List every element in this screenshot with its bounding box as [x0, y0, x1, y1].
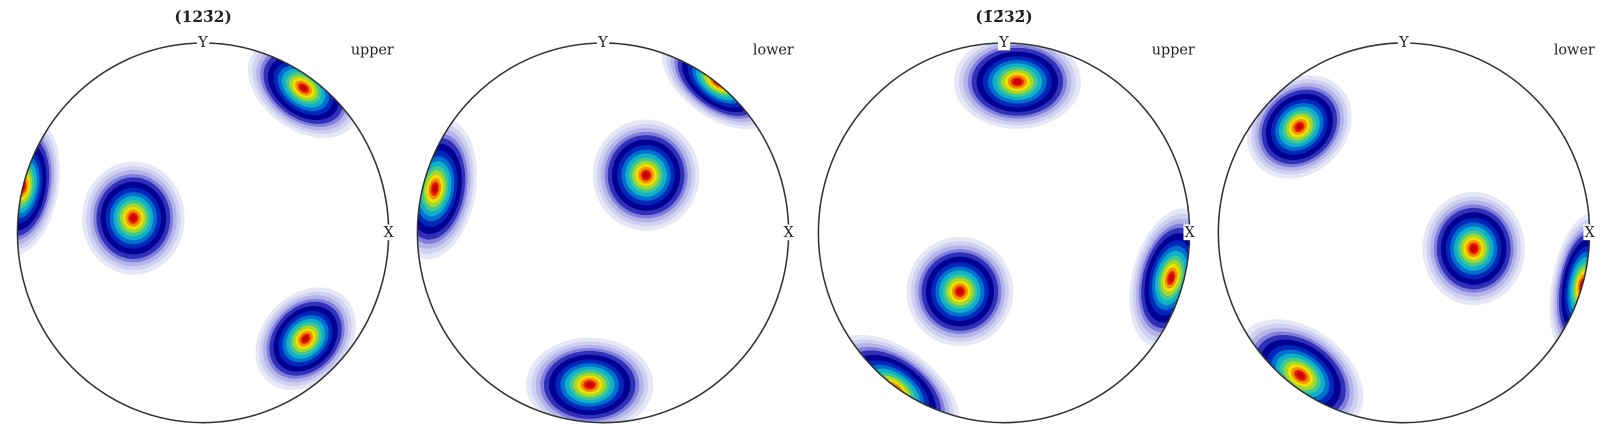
x-axis-label: X — [784, 225, 795, 241]
density-map — [417, 43, 774, 423]
density-spot — [953, 43, 1081, 129]
y-axis-label: Y — [597, 35, 608, 51]
panel-title: (123̄2) — [174, 7, 231, 26]
density-spot — [247, 43, 360, 138]
density-spot — [255, 287, 356, 391]
x-axis-label: X — [1584, 225, 1595, 241]
hemisphere-label: upper — [351, 42, 394, 58]
density-spot — [1246, 75, 1352, 179]
density-map — [1237, 75, 1590, 423]
y-axis-label: Y — [998, 35, 1009, 51]
density-spot — [17, 118, 60, 256]
label-bg — [1583, 224, 1596, 241]
label-bg — [997, 34, 1011, 51]
label-bg — [1397, 34, 1411, 51]
density-spot — [1129, 208, 1190, 348]
x-axis-label: X — [1185, 225, 1196, 241]
density-spot — [82, 161, 185, 275]
label-bg — [782, 224, 795, 241]
hemisphere-label: lower — [1554, 42, 1595, 58]
density-map — [829, 43, 1190, 423]
density-spot — [1237, 319, 1364, 423]
y-axis-label: Y — [197, 35, 208, 51]
density-spot — [1422, 191, 1525, 306]
label-bg — [382, 224, 395, 241]
density-spot — [417, 118, 478, 260]
panel-title: (1̄2̄32̄) — [975, 7, 1032, 26]
label-bg — [1183, 224, 1196, 241]
label-bg — [196, 34, 210, 51]
density-spot — [526, 337, 654, 423]
density-spot — [1549, 212, 1590, 358]
y-axis-label: Y — [1398, 35, 1409, 51]
density-map — [17, 43, 360, 391]
density-spot — [906, 237, 1014, 347]
hemisphere-label: lower — [753, 42, 794, 58]
density-spot — [592, 119, 700, 231]
hemisphere-label: upper — [1152, 42, 1195, 58]
x-axis-label: X — [384, 225, 395, 241]
label-bg — [596, 34, 610, 51]
